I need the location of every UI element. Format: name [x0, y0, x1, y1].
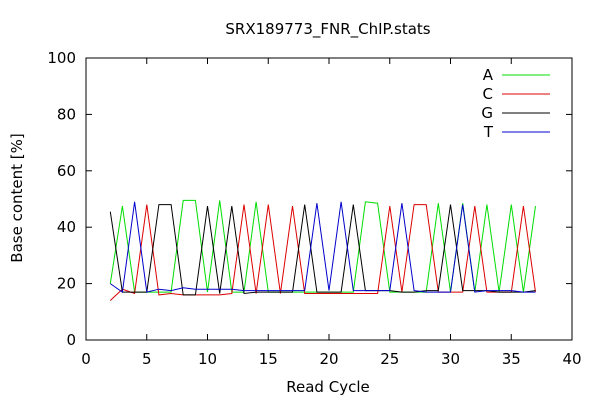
x-tick-label: 0: [81, 350, 91, 368]
y-tick-label: 0: [66, 331, 76, 349]
x-tick-label: 10: [198, 350, 217, 368]
y-tick-label: 40: [57, 218, 76, 236]
series-line-t: [110, 201, 536, 293]
y-tick-label: 80: [57, 105, 76, 123]
legend-label-t: T: [483, 123, 494, 141]
series-line-c: [109, 204, 536, 301]
x-tick-label: 25: [380, 350, 399, 368]
x-tick-label: 15: [259, 350, 278, 368]
legend-label-c: C: [483, 85, 493, 103]
x-tick-label: 5: [142, 350, 152, 368]
x-tick-label: 20: [319, 350, 338, 368]
series-line-g: [109, 204, 536, 296]
x-tick-label: 35: [502, 350, 521, 368]
y-tick-label: 20: [57, 275, 76, 293]
x-tick-label: 40: [562, 350, 581, 368]
legend-label-g: G: [481, 104, 493, 122]
chart-title: SRX189773_FNR_ChIP.stats: [225, 20, 430, 39]
plot-frame: [85, 57, 573, 341]
y-axis-label: Base content [%]: [8, 133, 26, 262]
legend-label-a: A: [483, 66, 494, 84]
x-tick-label: 30: [441, 350, 460, 368]
x-axis-label: Read Cycle: [286, 378, 369, 396]
y-tick-label: 60: [57, 162, 76, 180]
y-tick-label: 100: [47, 49, 76, 67]
